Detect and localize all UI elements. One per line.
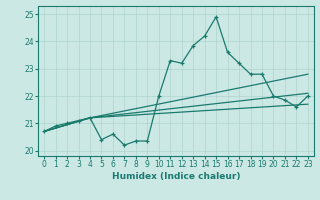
X-axis label: Humidex (Indice chaleur): Humidex (Indice chaleur) [112, 172, 240, 181]
